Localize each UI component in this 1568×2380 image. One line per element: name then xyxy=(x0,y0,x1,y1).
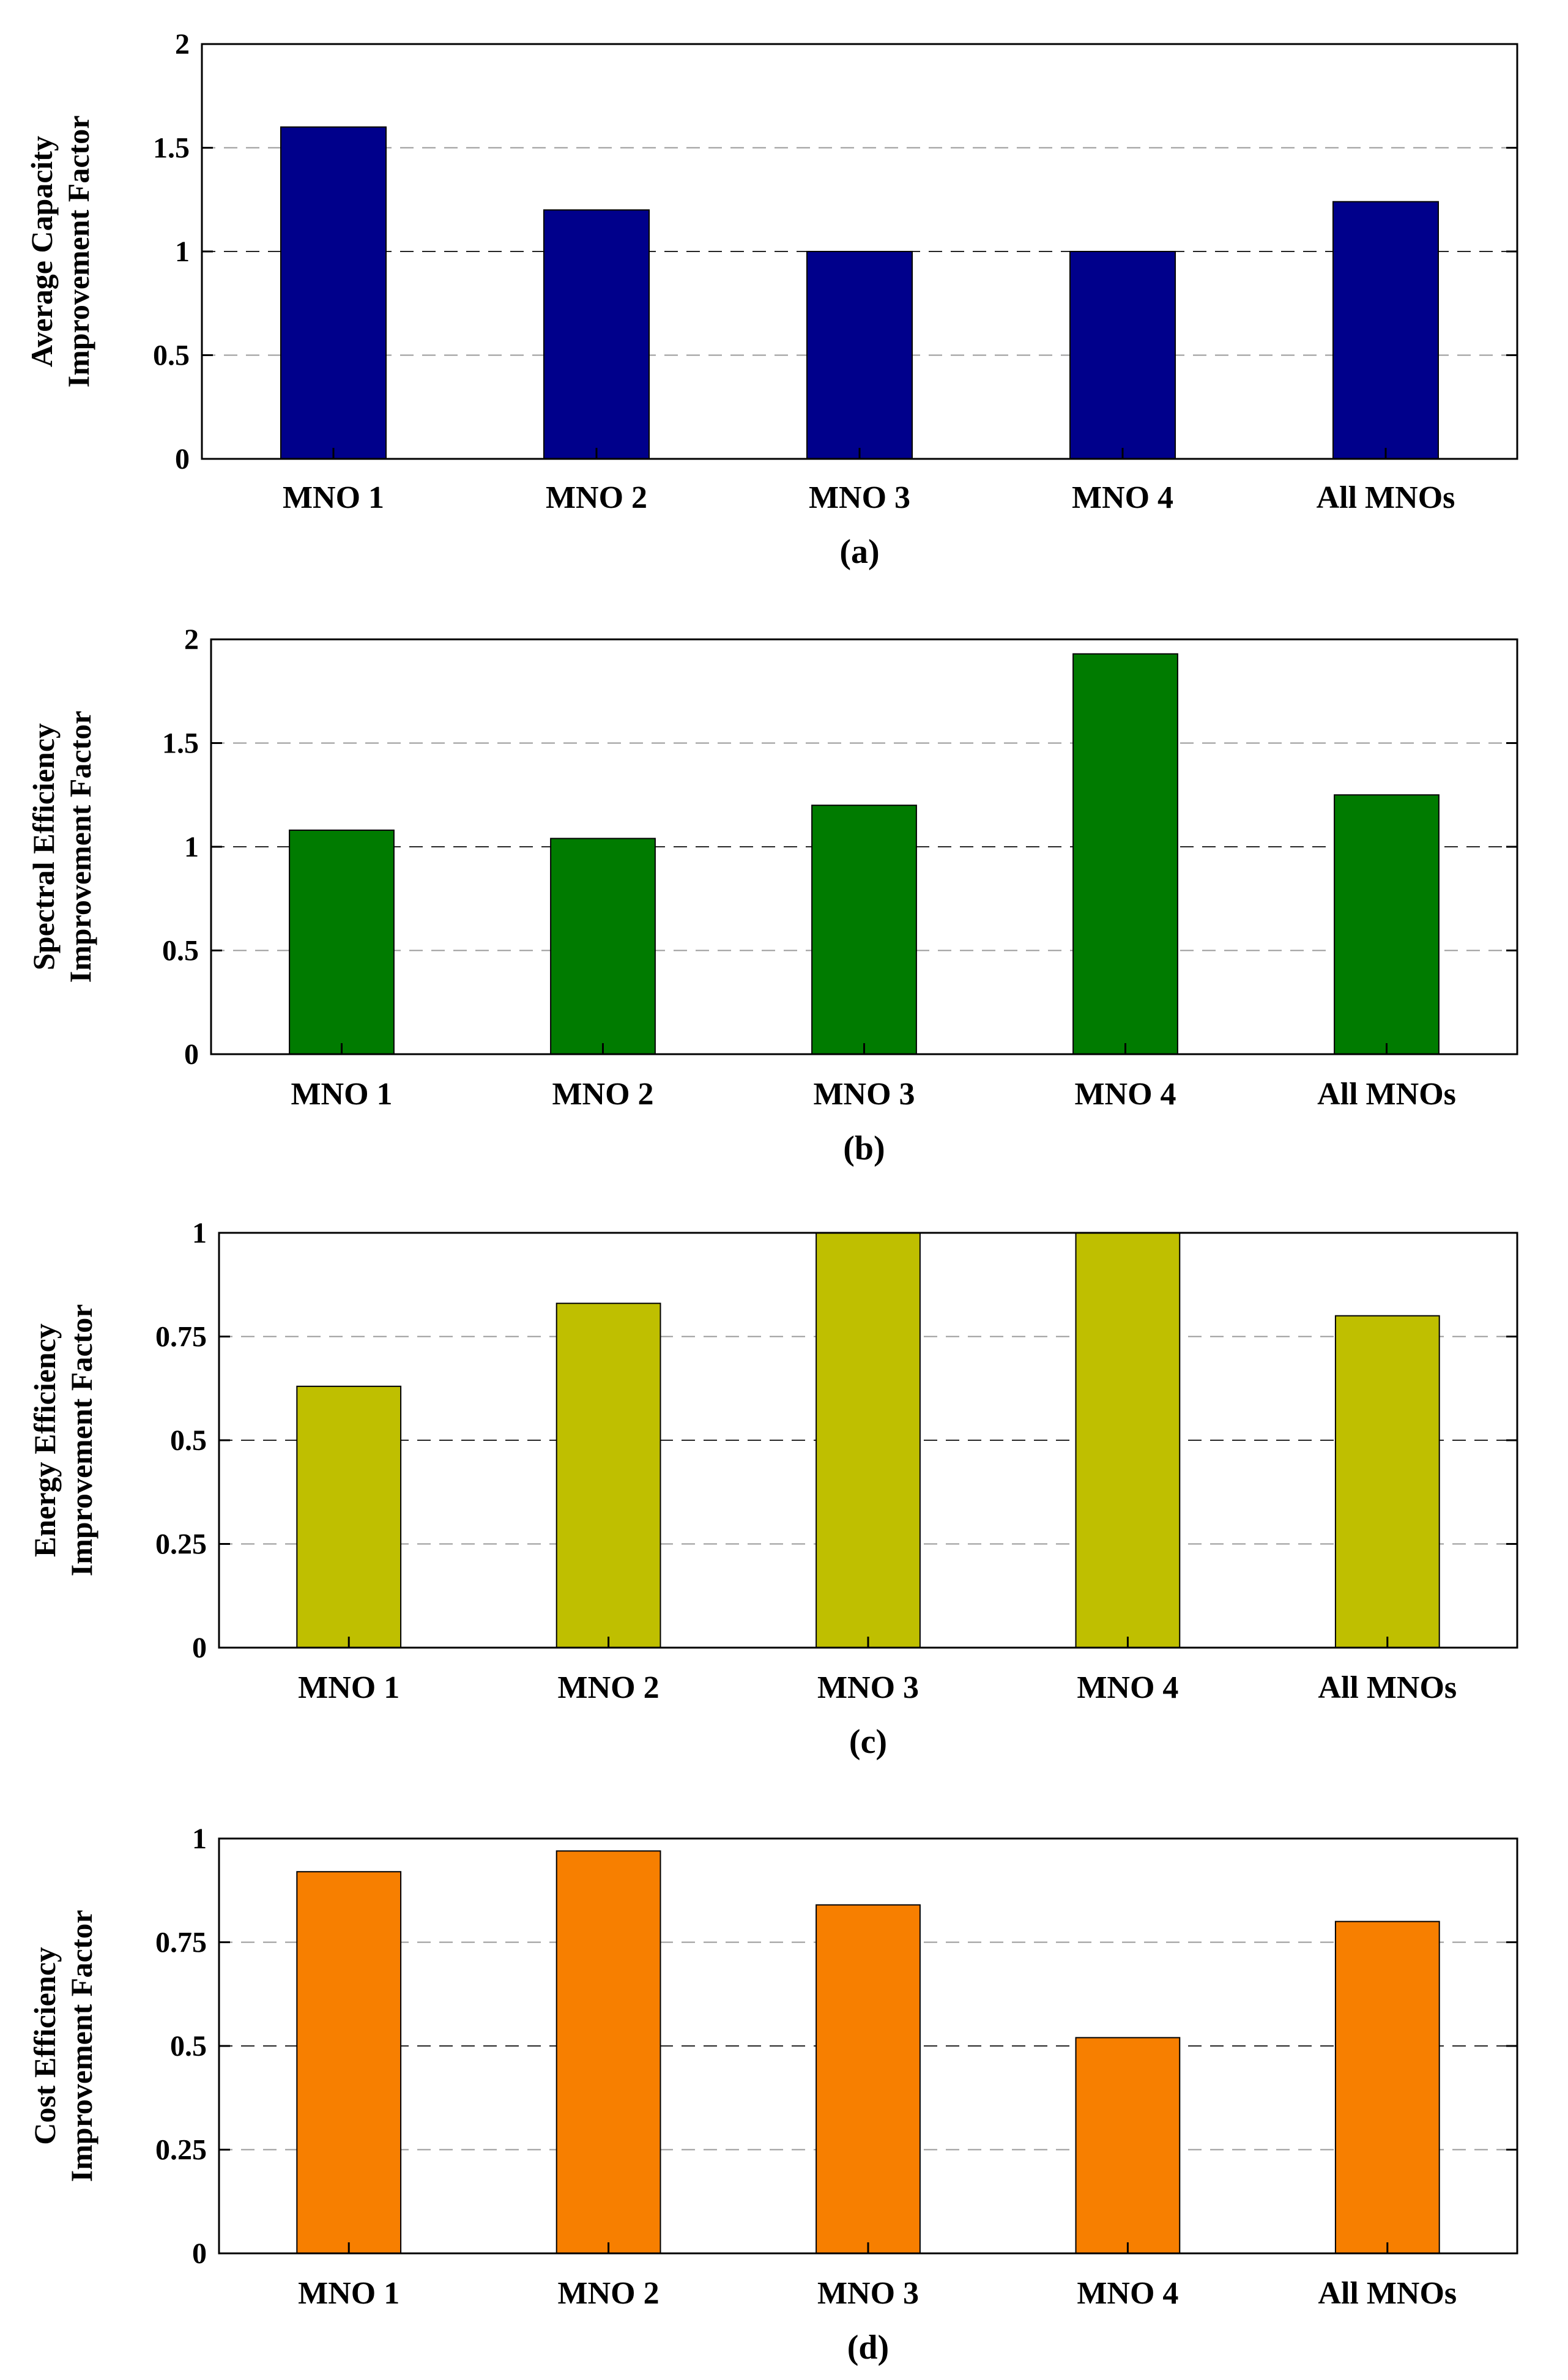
x-tick-label: MNO 1 xyxy=(283,480,384,515)
bar-mno-2 xyxy=(543,209,650,459)
bar-mno-3 xyxy=(816,1904,921,2254)
y-tick-label: 0.5 xyxy=(153,340,190,372)
y-axis-label: Energy Efficiency xyxy=(28,1323,62,1557)
y-tick-label: 0.25 xyxy=(155,1528,207,1561)
chart-panel-2: 0 0.5 1 1.5 2 MNO 1 MNO 2 MNO 3 MNO 4 All MNOs Spe… xyxy=(26,623,1518,1167)
bar-mno-2 xyxy=(555,1303,661,1648)
bar-all-mnos xyxy=(1334,794,1440,1055)
y-axis-label: Improvement Factor xyxy=(64,1304,98,1577)
y-tick-label: 1.5 xyxy=(162,727,199,760)
x-tick-label: MNO 3 xyxy=(813,1077,915,1112)
x-tick-label: All MNOs xyxy=(1317,480,1455,515)
chart-panel-1: 0 0.5 1 1.5 2 MNO 1 MNO 2 MNO 3 MNO 4 All MNOs Ave… xyxy=(24,28,1518,571)
x-tick-label: MNO 2 xyxy=(546,480,647,515)
bar-all-mnos xyxy=(1334,1921,1440,2255)
x-tick-label: All MNOs xyxy=(1318,1670,1457,1705)
x-tick-label: MNO 4 xyxy=(1077,1670,1178,1705)
bar-mno-3 xyxy=(816,1232,921,1648)
chart-panel-3: 0 0.25 0.5 0.75 1 MNO 1 MNO 2 MNO 3 MNO 4 All MNO… xyxy=(28,1217,1518,1761)
x-tick-label: MNO 3 xyxy=(809,480,910,515)
y-tick-label: 0 xyxy=(175,443,190,475)
y-axis-label: Improvement Factor xyxy=(61,116,95,388)
x-tick-label: MNO 2 xyxy=(558,2276,660,2311)
bar-mno-4 xyxy=(1072,653,1178,1055)
bar-mno-4 xyxy=(1069,251,1176,459)
y-tick-label: 1 xyxy=(175,236,190,268)
x-tick-label: MNO 2 xyxy=(558,1670,660,1705)
x-tick-label: MNO 1 xyxy=(298,2276,399,2311)
x-tick-label: MNO 3 xyxy=(817,1670,919,1705)
y-axis-label: Spectral Efficiency xyxy=(26,723,61,970)
y-tick-label: 0.75 xyxy=(155,1321,207,1353)
y-tick-label: 2 xyxy=(184,623,199,656)
panel-caption: (d) xyxy=(847,2329,889,2367)
chart-panel-4: 0 0.25 0.5 0.75 1 MNO 1 MNO 2 MNO 3 MNO 4 All MNO… xyxy=(28,1823,1518,2367)
y-tick-label: 2 xyxy=(175,28,190,61)
bar-mno-2 xyxy=(550,838,656,1055)
y-axis-label: Improvement Factor xyxy=(63,711,97,983)
y-tick-label: 0 xyxy=(192,1632,207,1664)
x-tick-label: MNO 4 xyxy=(1074,1077,1176,1112)
x-tick-label: MNO 4 xyxy=(1077,2276,1178,2311)
y-tick-label: 0 xyxy=(184,1038,199,1071)
bar-mno-4 xyxy=(1075,1232,1181,1648)
x-tick-label: All MNOs xyxy=(1318,2276,1457,2311)
bar-all-mnos xyxy=(1332,201,1439,459)
y-tick-label: 1 xyxy=(184,831,199,863)
y-tick-label: 0.75 xyxy=(155,1927,207,1959)
bar-mno-1 xyxy=(289,829,395,1055)
bar-mno-3 xyxy=(806,251,913,459)
bar-mno-2 xyxy=(555,1850,661,2255)
bar-mno-4 xyxy=(1075,2037,1181,2254)
x-tick-label: All MNOs xyxy=(1317,1077,1456,1112)
bar-mno-3 xyxy=(811,805,917,1055)
bar-mno-1 xyxy=(296,1871,402,2254)
y-tick-label: 1 xyxy=(192,1217,207,1249)
y-tick-label: 0.5 xyxy=(170,1424,207,1457)
y-tick-label: 0.5 xyxy=(170,2030,207,2062)
x-tick-label: MNO 3 xyxy=(817,2276,919,2311)
y-axis-label: Average Capacity xyxy=(24,136,59,367)
x-tick-label: MNO 2 xyxy=(552,1077,653,1112)
bar-all-mnos xyxy=(1334,1315,1440,1649)
y-axis-label: Improvement Factor xyxy=(64,1910,98,2182)
y-axis-label: Cost Efficiency xyxy=(28,1947,62,2145)
x-tick-label: MNO 4 xyxy=(1072,480,1173,515)
panel-caption: (b) xyxy=(843,1129,885,1167)
bar-mno-1 xyxy=(296,1385,402,1649)
panel-caption: (c) xyxy=(849,1723,887,1761)
y-tick-label: 0 xyxy=(192,2237,207,2270)
x-tick-label: MNO 1 xyxy=(291,1077,392,1112)
y-tick-label: 1.5 xyxy=(153,132,190,165)
x-tick-label: MNO 1 xyxy=(298,1670,399,1705)
bar-mno-1 xyxy=(280,126,387,460)
y-tick-label: 0.5 xyxy=(162,935,199,967)
y-tick-label: 1 xyxy=(192,1823,207,1855)
y-tick-label: 0.25 xyxy=(155,2134,207,2166)
panel-caption: (a) xyxy=(839,533,879,571)
